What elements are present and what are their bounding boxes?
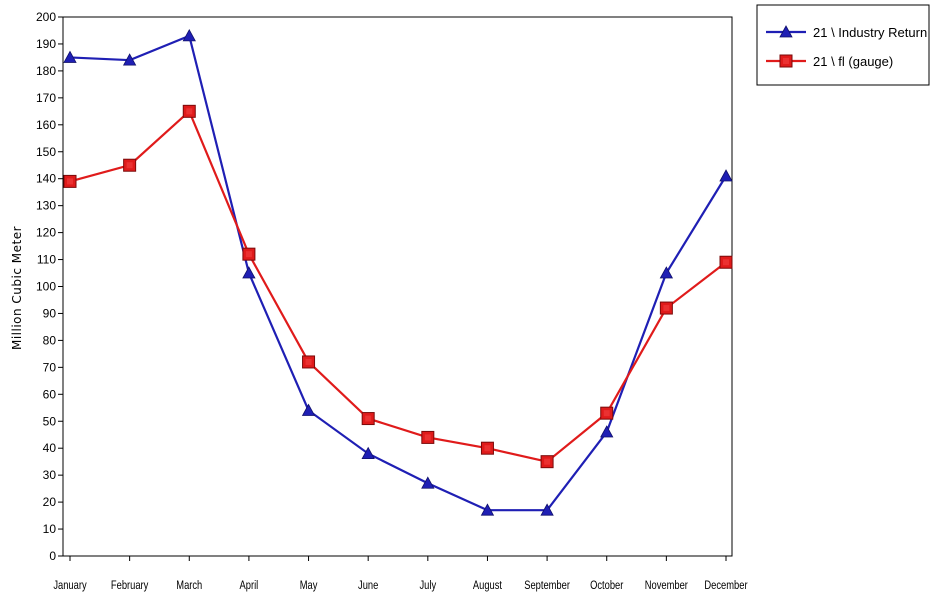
x-tick-label: June (358, 579, 378, 592)
x-tick-label: December (704, 579, 747, 592)
legend-marker (779, 54, 793, 68)
data-point (600, 406, 614, 420)
y-tick-label: 120 (36, 226, 56, 240)
x-tick-label: November (645, 579, 688, 592)
x-tick-label: January (53, 579, 87, 592)
y-tick-label: 110 (37, 253, 56, 267)
data-point-highlight (67, 178, 73, 185)
data-point (421, 476, 435, 489)
data-point (540, 455, 554, 469)
data-point (361, 412, 375, 426)
y-tick-label: 50 (43, 414, 57, 428)
data-point-highlight (186, 108, 193, 115)
data-point (123, 158, 137, 172)
legend: 21 \ Industry Return 21 \ fl (gauge) (756, 4, 930, 86)
series-line (69, 34, 727, 512)
y-tick-label: 80 (43, 333, 57, 347)
y-tick-label: 130 (36, 199, 56, 213)
y-tick-label: 70 (43, 360, 57, 374)
legend-marker-highlight (783, 58, 789, 64)
x-tick-label: February (111, 579, 149, 592)
data-point (659, 266, 674, 279)
x-tick-label: October (590, 579, 624, 592)
data-point (182, 104, 196, 118)
data-point-highlight (544, 458, 551, 465)
y-tick-label: 60 (43, 387, 57, 401)
data-point (242, 266, 256, 279)
y-tick-label: 10 (43, 522, 57, 536)
data-point (182, 29, 196, 42)
data-point (719, 255, 733, 269)
y-tick-label: 180 (36, 64, 56, 78)
y-tick-label: 100 (36, 280, 56, 294)
y-tick-label: 190 (36, 37, 56, 51)
data-point (122, 53, 137, 66)
data-point (301, 403, 316, 416)
y-tick-label: 140 (36, 172, 56, 186)
data-point (361, 446, 375, 459)
x-tick-label: July (420, 579, 437, 592)
series-line (69, 109, 727, 463)
y-tick-label: 170 (36, 91, 56, 105)
x-tick-label: March (176, 579, 202, 592)
y-tick-label: 20 (43, 495, 57, 509)
data-point-highlight (305, 358, 312, 365)
data-point-highlight (484, 445, 491, 452)
y-tick-label: 150 (36, 145, 56, 159)
series-layer (63, 29, 733, 516)
data-point-highlight (723, 259, 729, 266)
plot-border (62, 16, 733, 557)
x-axis: January February March April May June July Augu… (53, 556, 748, 592)
data-point (600, 425, 614, 438)
y-tick-label: 90 (43, 306, 57, 320)
data-point (480, 441, 494, 455)
data-point (242, 247, 256, 261)
plot-area (62, 16, 733, 557)
legend-marker (779, 25, 793, 38)
data-point (302, 355, 316, 369)
y-tick-label: 200 (36, 10, 56, 24)
x-tick-label: April (240, 579, 259, 592)
data-point (719, 169, 733, 182)
y-axis: 0 10 20 30 40 50 60 70 80 90 100 110 120 130 140 150 160… (36, 10, 63, 563)
y-tick-label: 30 (43, 468, 57, 482)
legend-box (756, 4, 930, 86)
y-tick-label: 160 (36, 118, 56, 132)
data-point (659, 301, 673, 315)
data-point-highlight (603, 410, 610, 417)
legend-label: 21 \ fl (gauge) (813, 54, 893, 69)
data-point-highlight (365, 415, 372, 422)
series-industry-return (63, 29, 733, 516)
data-point-highlight (424, 434, 431, 441)
data-point (63, 50, 77, 63)
data-point (63, 174, 77, 188)
x-tick-label: September (524, 579, 570, 592)
x-tick-label: August (473, 579, 502, 592)
data-point (480, 503, 495, 516)
y-axis-title: Million Cubic Meter (10, 226, 24, 350)
data-point (421, 430, 435, 444)
data-point-highlight (126, 162, 133, 169)
data-point-highlight (245, 251, 252, 258)
legend-label: 21 \ Industry Return (813, 25, 927, 40)
series-fl-gauge (63, 104, 733, 469)
data-point-highlight (663, 305, 670, 312)
data-point (540, 503, 554, 516)
y-tick-label: 0 (49, 549, 56, 563)
x-tick-label: May (300, 579, 318, 592)
y-tick-label: 40 (43, 441, 57, 455)
